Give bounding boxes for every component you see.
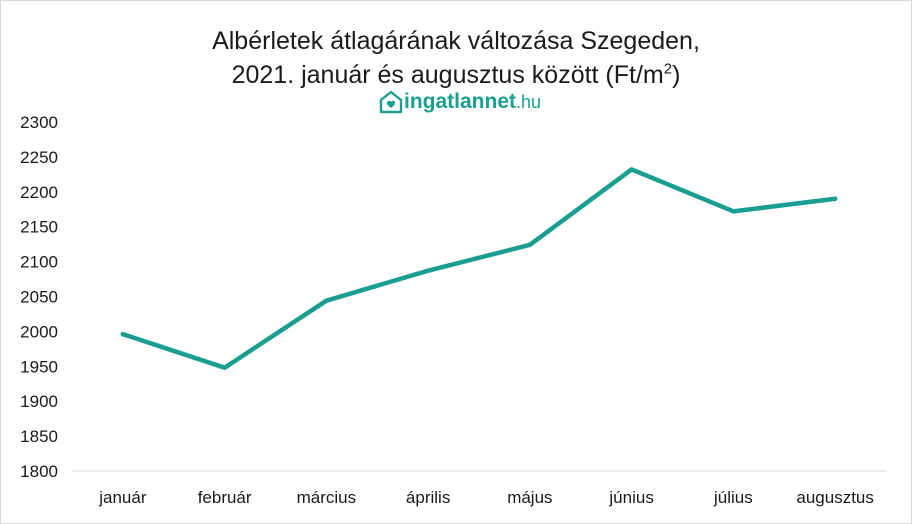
y-tick-label: 1950 xyxy=(20,357,58,376)
x-tick-label: január xyxy=(98,488,147,507)
data-point xyxy=(629,167,634,172)
y-axis: 1800 1850 1900 1950 2000 2050 2100 2150 2200 2250… xyxy=(20,113,58,481)
data-point xyxy=(222,365,227,370)
data-point xyxy=(527,242,533,248)
y-tick-label: 1900 xyxy=(20,392,58,411)
title-close-paren: ) xyxy=(672,61,681,89)
y-tick-label: 2150 xyxy=(20,218,58,237)
logo-name: ingatlannet xyxy=(404,90,517,113)
x-tick-label: június xyxy=(608,488,653,507)
logo-domain: .hu xyxy=(516,91,542,112)
title-superscript: 2 xyxy=(663,60,673,78)
title-line-2: 2021. január és augusztus között (Ft/m2) xyxy=(0,58,912,92)
data-point xyxy=(324,298,329,303)
y-tick-label: 1850 xyxy=(20,427,58,446)
x-tick-label: május xyxy=(507,488,552,507)
x-axis: január február március április május június jú… xyxy=(98,488,874,507)
data-point xyxy=(120,331,126,337)
y-tick-label: 2200 xyxy=(20,183,58,202)
series-layer xyxy=(120,167,838,370)
x-tick-label: augusztus xyxy=(796,488,874,507)
y-tick-label: 2250 xyxy=(20,148,58,167)
chart-title: Albérletek átlagárának változása Szegede… xyxy=(0,24,912,92)
y-tick-label: 2050 xyxy=(20,288,58,307)
x-tick-label: július xyxy=(713,488,753,507)
house-heart-icon xyxy=(379,90,403,114)
x-tick-label: március xyxy=(297,488,357,507)
y-tick-label: 2100 xyxy=(20,253,58,272)
ingatlannet-logo: ingatlannet .hu xyxy=(378,88,541,116)
title-line-1: Albérletek átlagárának változása Szegede… xyxy=(212,27,700,55)
data-point xyxy=(832,196,838,201)
data-point xyxy=(731,209,736,214)
y-tick-label: 2000 xyxy=(20,322,58,341)
x-tick-label: április xyxy=(406,488,450,507)
title-line-2-text: 2021. január és augusztus között (Ft/m xyxy=(231,61,664,89)
x-tick-label: február xyxy=(198,488,252,507)
y-tick-label: 2300 xyxy=(20,113,58,132)
y-tick-label: 1800 xyxy=(20,462,58,481)
data-point xyxy=(425,268,431,273)
series-line xyxy=(120,167,838,370)
